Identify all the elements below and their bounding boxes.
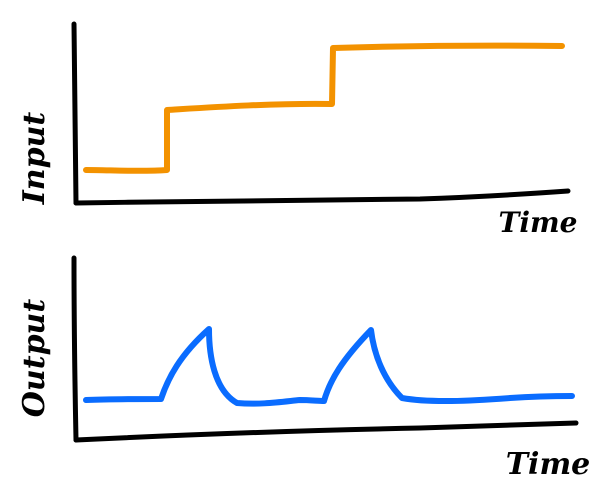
input-y-axis	[71, 21, 79, 206]
output-x-label: Time	[506, 447, 591, 482]
output-x-axis	[73, 420, 579, 443]
input-x-axis	[73, 188, 571, 206]
input-panel: Input Time	[17, 21, 578, 239]
input-signal-line	[83, 42, 565, 174]
input-y-label: Input	[17, 112, 52, 206]
output-y-label: Output	[17, 299, 52, 418]
output-signal-line	[83, 326, 575, 407]
input-x-label: Time	[499, 206, 578, 239]
output-y-axis	[71, 255, 79, 443]
output-panel: Output Time	[17, 255, 591, 482]
